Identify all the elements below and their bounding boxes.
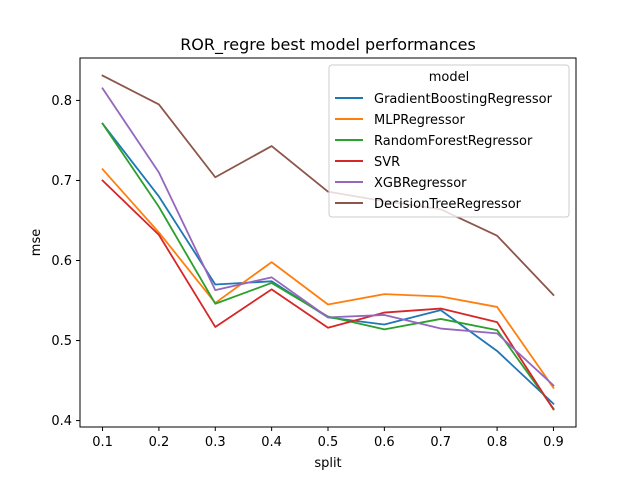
plot-lines xyxy=(101,74,555,411)
y-axis-label: mse xyxy=(29,229,44,256)
series-line-6 xyxy=(101,74,555,297)
chart-title: ROR_regre best model performances xyxy=(180,35,476,55)
x-tick-label: 0.5 xyxy=(318,435,339,450)
x-tick-label: 0.3 xyxy=(205,435,226,450)
x-tick-label: 0.8 xyxy=(487,435,508,450)
y-tick-label: 0.7 xyxy=(51,174,72,189)
legend-label: RandomForestRegressor xyxy=(374,134,533,149)
x-tick-label: 0.1 xyxy=(92,435,113,450)
x-axis-label: split xyxy=(314,456,341,471)
legend-label: GradientBoostingRegressor xyxy=(374,92,553,107)
legend-entries: GradientBoostingRegressor MLPRegressor Ran… xyxy=(335,92,553,212)
x-tick-label: 0.9 xyxy=(543,435,564,450)
legend: model GradientBoostingRegressor MLPRegres… xyxy=(328,64,570,218)
y-tick-label: 0.8 xyxy=(51,94,72,109)
legend-label: XGBRegressor xyxy=(374,176,467,191)
y-tick-label: 0.6 xyxy=(51,254,72,269)
y-tick-label: 0.5 xyxy=(51,334,72,349)
legend-label: DecisionTreeRegressor xyxy=(374,197,522,212)
legend-frame xyxy=(328,64,570,218)
series-line-5 xyxy=(101,87,555,387)
series-line-2 xyxy=(101,167,555,390)
legend-label: SVR xyxy=(374,155,400,170)
x-tick-label: 0.7 xyxy=(430,435,451,450)
y-axis-ticks: 0.4 0.5 0.6 0.7 0.8 xyxy=(51,94,80,429)
y-tick-label: 0.4 xyxy=(51,414,72,429)
x-tick-label: 0.2 xyxy=(149,435,170,450)
x-axis-ticks: 0.1 0.2 0.3 0.4 0.5 0.6 0.7 0.8 0.9 xyxy=(92,427,564,450)
series-line-4 xyxy=(101,179,555,411)
x-tick-label: 0.4 xyxy=(261,435,282,450)
legend-title: model xyxy=(429,70,469,85)
x-tick-label: 0.6 xyxy=(374,435,395,450)
legend-label: MLPRegressor xyxy=(374,113,466,128)
